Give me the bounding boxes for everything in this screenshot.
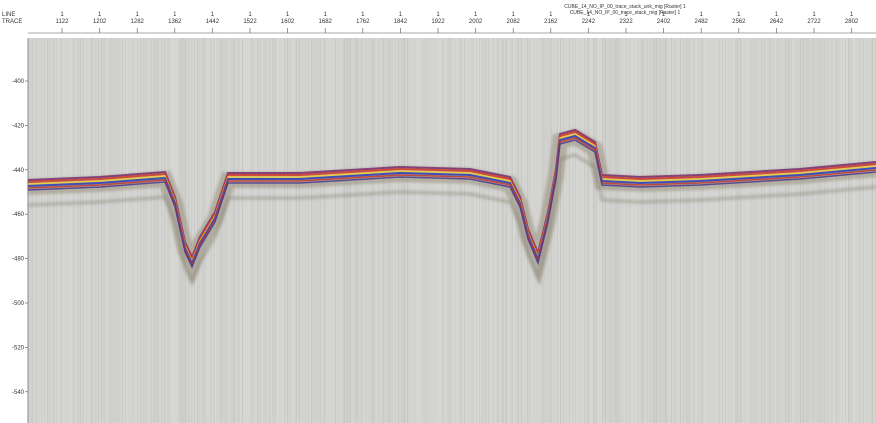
x-tick-label: 1442 <box>206 19 220 25</box>
x-tick-label: 2402 <box>657 19 671 25</box>
texture <box>27 38 876 423</box>
x-tick-line: 1 <box>737 12 741 18</box>
x-tick-line: 1 <box>662 12 666 18</box>
x-tick-label: 1362 <box>168 19 182 25</box>
x-tick-line: 1 <box>624 12 628 18</box>
y-tick-label: -540 <box>12 390 25 396</box>
x-tick-line: 1 <box>361 12 365 18</box>
x-tick-line: 1 <box>173 12 177 18</box>
x-tick-label: 1682 <box>319 19 333 25</box>
reflector-band <box>27 139 876 269</box>
x-tick-label: 2642 <box>770 19 784 25</box>
x-tick-label: 1922 <box>431 19 445 25</box>
section-area <box>28 38 876 423</box>
x-tick-line: 1 <box>549 12 553 18</box>
y-tick-label: -420 <box>12 123 25 129</box>
x-tick-label: 2482 <box>695 19 709 25</box>
x-tick-line: 1 <box>136 12 140 18</box>
x-tick-line: 1 <box>812 12 816 18</box>
line-label: LINE <box>2 12 15 18</box>
x-tick-label: 2242 <box>582 19 596 25</box>
x-tick-line: 1 <box>60 12 64 18</box>
y-tick-label: -500 <box>12 301 25 307</box>
x-tick-line: 1 <box>248 12 252 18</box>
x-tick-label: 2562 <box>732 19 746 25</box>
x-tick-line: 1 <box>436 12 440 18</box>
x-tick-line: 1 <box>700 12 704 18</box>
y-tick-label: -480 <box>12 257 25 263</box>
trace-label: TRACE <box>2 19 22 25</box>
x-tick-line: 1 <box>98 12 102 18</box>
x-tick-label: 1762 <box>356 19 370 25</box>
x-tick-line: 1 <box>399 12 403 18</box>
x-tick-label: 1282 <box>131 19 145 25</box>
x-tick-label: 2082 <box>507 19 521 25</box>
title-line: CUBE_14_NO_IP_00_trace_stack_mig [Raster… <box>570 10 681 16</box>
x-tick-label: 2162 <box>544 19 558 25</box>
x-tick-line: 1 <box>211 12 215 18</box>
x-tick-line: 1 <box>775 12 779 18</box>
y-tick-label: -460 <box>12 212 25 218</box>
x-tick-line: 1 <box>474 12 478 18</box>
x-tick-label: 1522 <box>243 19 257 25</box>
x-tick-label: 2002 <box>469 19 483 25</box>
y-tick-label: -440 <box>12 168 25 174</box>
y-tick-label: -400 <box>12 79 25 85</box>
x-tick-label: 2322 <box>619 19 633 25</box>
y-tick-label: -520 <box>12 345 25 351</box>
x-tick-label: 2802 <box>845 19 859 25</box>
x-tick-line: 1 <box>324 12 328 18</box>
x-tick-label: 1842 <box>394 19 408 25</box>
x-tick-label: 1602 <box>281 19 295 25</box>
x-tick-line: 1 <box>587 12 591 18</box>
x-tick-label: 2722 <box>807 19 821 25</box>
title-line: CUBE_14_NO_IP_00_trace_stack_unk_mig [Ra… <box>564 4 686 10</box>
x-tick-line: 1 <box>512 12 516 18</box>
reflector-multiple <box>27 152 876 288</box>
x-tick-label: 1122 <box>56 19 70 25</box>
x-tick-label: 1202 <box>93 19 107 25</box>
x-tick-line: 1 <box>286 12 290 18</box>
reflector <box>27 128 876 288</box>
x-tick-line: 1 <box>850 12 854 18</box>
